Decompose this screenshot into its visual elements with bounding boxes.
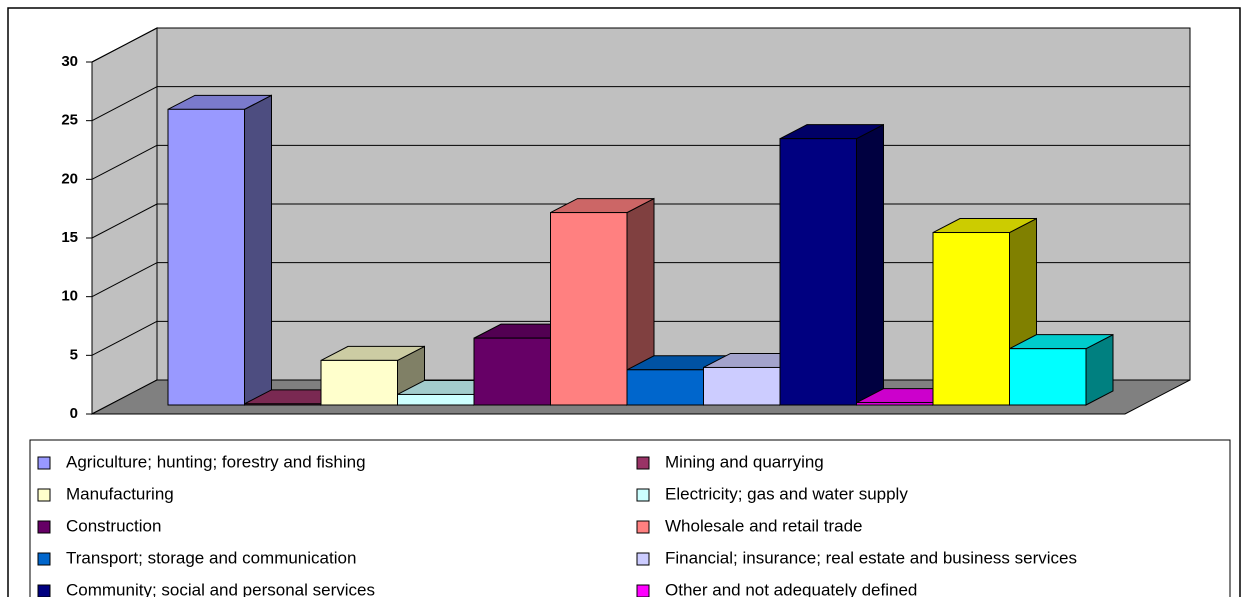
grid-line (91, 27, 158, 63)
bar (703, 366, 781, 406)
bar (779, 138, 857, 406)
legend-label: Manufacturing (66, 484, 174, 503)
grid-line (91, 320, 158, 356)
bar (626, 369, 704, 406)
bar-side (856, 123, 884, 406)
legend-swatch (636, 488, 650, 502)
bar (550, 212, 628, 406)
y-tick-label: 30 (61, 53, 78, 70)
legend-label: Transport; storage and communication (66, 548, 356, 567)
bar (1009, 348, 1087, 406)
legend-swatch (636, 456, 650, 470)
legend-label: Agriculture; hunting; forestry and fishi… (66, 452, 366, 471)
legend-swatch (37, 520, 51, 534)
bar (320, 359, 398, 406)
bar (397, 393, 475, 406)
legend-label: Financial; insurance; real estate and bu… (665, 548, 1077, 567)
y-tick-label: 25 (61, 112, 78, 129)
y-tick-label: 5 (70, 346, 78, 363)
legend-swatch (636, 520, 650, 534)
y-tick-label: 15 (61, 229, 78, 246)
y-tick-label: 20 (61, 170, 78, 187)
grid-line (91, 262, 158, 298)
legend-swatch (636, 552, 650, 566)
legend-label: Other and not adequately defined (665, 580, 917, 597)
legend-label: Construction (66, 516, 161, 535)
legend-label: Electricity; gas and water supply (665, 484, 908, 503)
legend-label: Wholesale and retail trade (665, 516, 863, 535)
bar (244, 403, 322, 406)
bar (932, 232, 1010, 406)
grid-line (91, 86, 158, 122)
grid-line (91, 144, 158, 180)
bar-side (244, 94, 272, 406)
bar (856, 402, 934, 406)
grid-line (91, 203, 158, 239)
legend (29, 439, 1231, 597)
legend-swatch (37, 552, 51, 566)
legend-swatch (37, 456, 51, 470)
legend-label: Community; social and personal services (66, 580, 375, 597)
y-tick-label: 10 (61, 288, 78, 305)
bar (473, 337, 551, 406)
bar (167, 108, 245, 406)
y-tick-label: 0 (70, 405, 78, 422)
legend-label: Mining and quarrying (665, 452, 824, 471)
legend-swatch (37, 584, 51, 597)
legend-swatch (37, 488, 51, 502)
legend-swatch (636, 584, 650, 597)
